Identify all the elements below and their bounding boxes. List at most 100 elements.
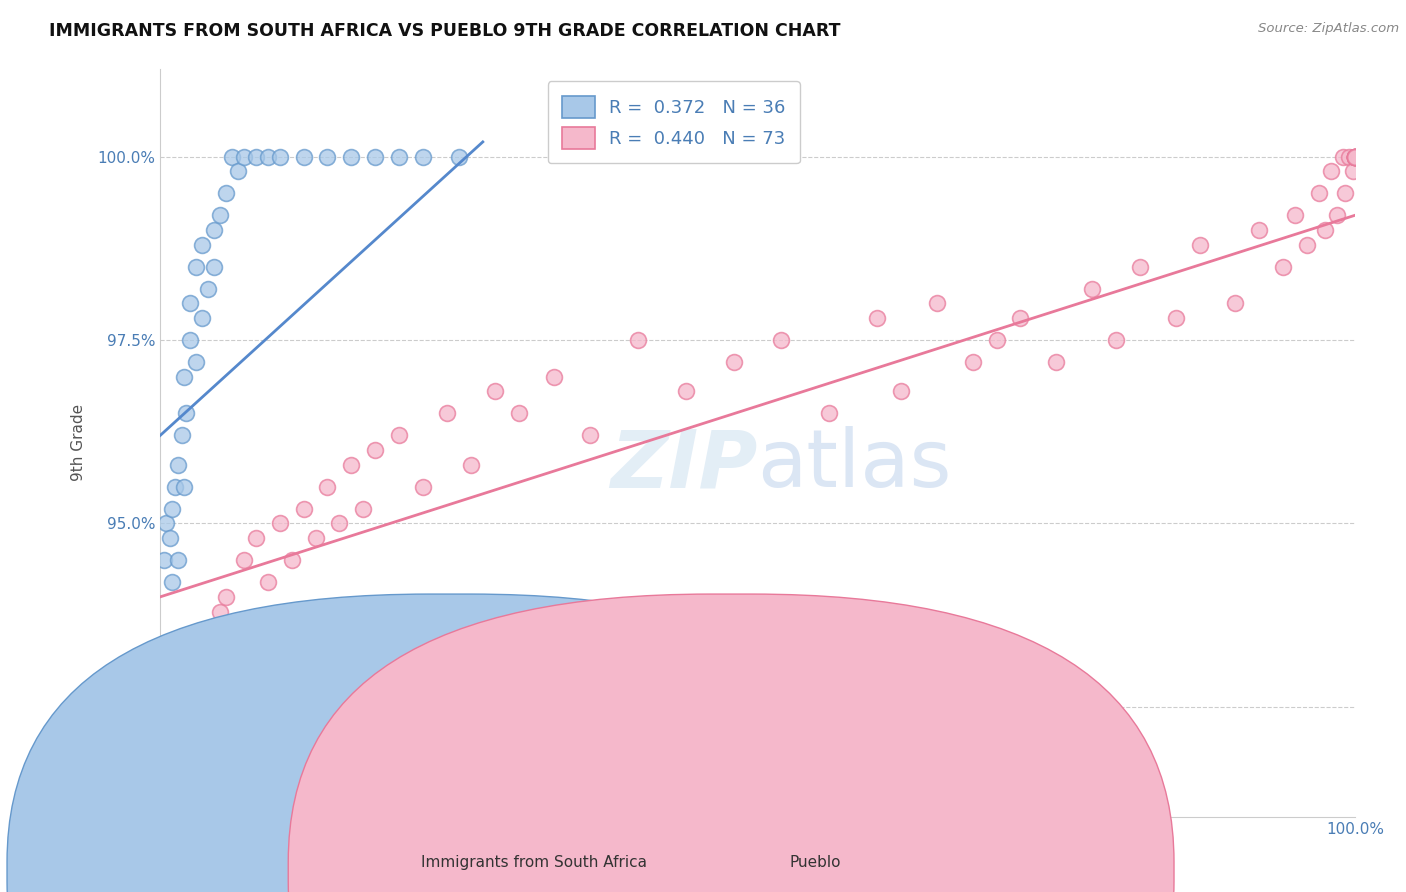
Point <box>239 626 262 640</box>
Text: ZIP: ZIP <box>610 426 758 504</box>
Point <box>155 773 177 788</box>
Point <box>352 501 374 516</box>
Text: Pueblo: Pueblo <box>790 855 841 870</box>
Point <box>160 575 183 590</box>
Point <box>1225 296 1247 310</box>
Point <box>226 164 249 178</box>
Point <box>1344 150 1367 164</box>
Point <box>1341 164 1364 178</box>
Point <box>163 480 186 494</box>
Point <box>316 150 339 164</box>
Point <box>508 406 530 420</box>
Point <box>184 678 207 692</box>
Point <box>159 531 181 545</box>
Point <box>925 296 948 310</box>
Point <box>1344 150 1367 164</box>
Point <box>723 355 745 369</box>
Point <box>304 531 326 545</box>
Point <box>675 384 697 399</box>
Point <box>1105 333 1128 347</box>
Point <box>256 150 278 164</box>
Point <box>179 333 201 347</box>
Text: IMMIGRANTS FROM SOUTH AFRICA VS PUEBLO 9TH GRADE CORRELATION CHART: IMMIGRANTS FROM SOUTH AFRICA VS PUEBLO 9… <box>49 22 841 40</box>
Point <box>292 150 315 164</box>
Text: Source: ZipAtlas.com: Source: ZipAtlas.com <box>1258 22 1399 36</box>
Point <box>269 516 291 531</box>
Point <box>364 150 387 164</box>
Point <box>962 355 984 369</box>
Point <box>202 223 225 237</box>
Point <box>1337 150 1360 164</box>
Point <box>184 355 207 369</box>
Point <box>1334 186 1357 201</box>
Point <box>1081 282 1104 296</box>
Point <box>447 150 470 164</box>
Point <box>1344 150 1367 164</box>
Point <box>292 501 315 516</box>
Point <box>208 605 231 619</box>
Point <box>1296 237 1319 252</box>
Point <box>460 458 482 472</box>
Point <box>160 795 183 809</box>
Point <box>160 501 183 516</box>
Point <box>579 428 602 442</box>
Point <box>1188 237 1211 252</box>
Point <box>173 369 195 384</box>
Point <box>1320 164 1343 178</box>
Point <box>484 384 506 399</box>
Point <box>197 626 219 640</box>
Legend: R =  0.372   N = 36, R =  0.440   N = 73: R = 0.372 N = 36, R = 0.440 N = 73 <box>548 81 800 163</box>
Point <box>1284 208 1306 222</box>
Point <box>1344 150 1367 164</box>
Point <box>1249 223 1271 237</box>
Point <box>245 150 267 164</box>
Point <box>232 150 254 164</box>
Point <box>1344 150 1367 164</box>
Point <box>770 333 793 347</box>
Point <box>202 722 225 736</box>
Point <box>388 428 411 442</box>
Text: Immigrants from South Africa: Immigrants from South Africa <box>422 855 647 870</box>
Point <box>890 384 912 399</box>
Point <box>1344 150 1367 164</box>
Point <box>173 700 195 714</box>
Point <box>866 311 889 326</box>
Point <box>215 590 238 604</box>
Point <box>208 208 231 222</box>
Point <box>1344 150 1367 164</box>
Point <box>221 648 243 663</box>
Point <box>1326 208 1348 222</box>
Point <box>627 333 650 347</box>
Point <box>191 751 214 765</box>
Point <box>1272 260 1295 274</box>
Point <box>340 458 363 472</box>
Point <box>202 260 225 274</box>
Point <box>173 480 195 494</box>
Point <box>170 428 193 442</box>
Point <box>328 516 350 531</box>
Point <box>986 333 1008 347</box>
Point <box>184 260 207 274</box>
Point <box>269 150 291 164</box>
Point <box>340 150 363 164</box>
Point <box>1045 355 1067 369</box>
Point <box>179 296 201 310</box>
Point <box>543 369 565 384</box>
Y-axis label: 9th Grade: 9th Grade <box>72 404 86 482</box>
Point <box>1344 150 1367 164</box>
Point <box>388 150 411 164</box>
Point <box>818 406 841 420</box>
Point <box>280 553 302 567</box>
Point <box>152 553 174 567</box>
Point <box>256 575 278 590</box>
Point <box>155 516 177 531</box>
Point <box>167 737 190 751</box>
Point <box>316 480 339 494</box>
Text: atlas: atlas <box>758 426 952 504</box>
Point <box>1313 223 1336 237</box>
Point <box>232 553 254 567</box>
Point <box>167 553 190 567</box>
Point <box>215 186 238 201</box>
Point <box>1308 186 1330 201</box>
Point <box>1344 150 1367 164</box>
